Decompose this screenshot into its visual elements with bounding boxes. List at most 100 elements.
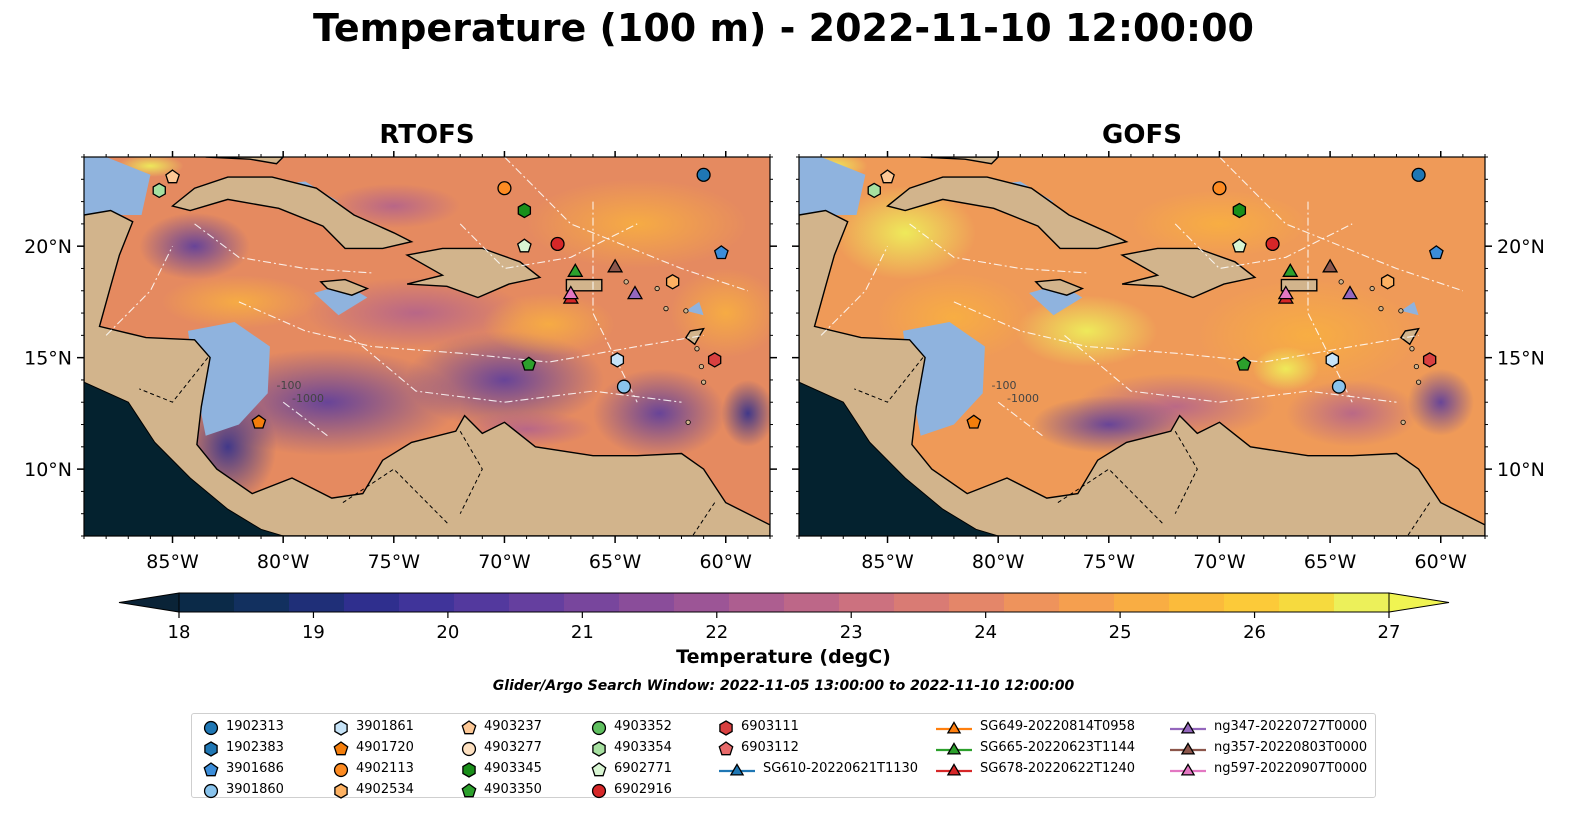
eez-boundary [1307, 201, 1353, 403]
legend-marker [946, 741, 962, 755]
legend-label: ng357-20220803T0000 [1214, 740, 1368, 755]
legend-label: 3901860 [226, 782, 284, 797]
colorbar-tick-label: 22 [705, 622, 728, 643]
colorbar-tick-label: 27 [1378, 622, 1401, 643]
legend-label: 4903352 [614, 719, 672, 734]
temperature-anomaly [1407, 368, 1474, 436]
legend-label: 4903345 [484, 761, 542, 776]
legend-column: 1902313 1902383 3901686 3901860 [202, 716, 284, 800]
colorbar-segment [839, 593, 895, 612]
legend-marker [729, 762, 745, 776]
legend-marker [1180, 741, 1196, 755]
eez-boundary [909, 223, 1087, 274]
country-border [139, 357, 209, 403]
legend-item: 3901861 [332, 716, 414, 737]
legend-marker [461, 741, 477, 756]
legend-marker [461, 782, 477, 797]
legend-marker [591, 783, 607, 798]
colorbar-label: Temperature (degC) [676, 646, 891, 668]
legend-item: 4902113 [332, 758, 414, 779]
legend-label: SG665-20220623T1144 [980, 740, 1136, 755]
lat-tick-label: 20°N [24, 236, 72, 258]
panel-title-gofs: GOFS [1102, 120, 1182, 150]
eez-boundary [349, 334, 682, 403]
obs-marker-4903354 [152, 182, 166, 199]
figure-title: Temperature (100 m) - 2022-11-10 12:00:0… [312, 6, 1254, 50]
contour-label-100: -100 [277, 379, 302, 392]
obs-marker-3901861 [1325, 352, 1340, 368]
legend-label: SG610-20220621T1130 [763, 761, 919, 776]
circle-marker-icon [203, 720, 219, 735]
legend-marker [1180, 762, 1196, 776]
pentagon-marker-icon [718, 740, 734, 755]
legend-marker [203, 761, 219, 776]
legend-item: 3901686 [202, 758, 284, 779]
legend-item: ng597-20220907T0000 [1168, 758, 1367, 779]
temperature-anomaly [139, 212, 250, 280]
obs-marker-4903237 [165, 169, 180, 184]
colorbar-segment [234, 593, 290, 612]
island [701, 379, 707, 385]
legend-item: 4902534 [332, 779, 414, 800]
obs-marker-4902113 [1212, 181, 1227, 196]
legend-item: ng347-20220727T0000 [1168, 716, 1367, 737]
obs-marker-6902771 [1231, 238, 1247, 253]
lon-tick-label: 80°W [972, 551, 1025, 573]
legend-marker [461, 719, 477, 734]
circle-marker-icon [591, 783, 607, 798]
legend-label: 4903354 [614, 740, 672, 755]
hexagon-marker-icon [204, 740, 218, 757]
colorbar-tick-label: 18 [168, 622, 191, 643]
legend-item: 6903111 [717, 716, 918, 737]
legend-label: 6902916 [614, 782, 672, 797]
legend-marker [1180, 720, 1196, 734]
obs-marker-SG665-20220623T1144 [567, 263, 584, 277]
obs-marker-3901861 [610, 352, 625, 368]
colorbar-segment [949, 593, 1005, 612]
search-window-text: Glider/Argo Search Window: 2022-11-05 13… [492, 678, 1075, 694]
legend-item: SG678-20220622T1240 [934, 758, 1135, 779]
obs-marker-6902916 [1265, 236, 1280, 252]
legend-label: 6902771 [614, 761, 672, 776]
obs-marker-6903111 [707, 352, 722, 368]
legend-item: 6902771 [590, 758, 672, 779]
triangle-marker-icon [1170, 741, 1206, 755]
lat-tick-label: 15°N [24, 348, 72, 370]
triangle-marker-icon [936, 720, 972, 734]
map-panel-gofs: -100-1000 [799, 157, 1485, 536]
obs-marker-3901860 [1331, 379, 1347, 394]
island [1338, 279, 1344, 285]
map-panel-rtofs: -100-1000 [84, 157, 770, 536]
land-florida [920, 157, 1000, 165]
legend-label: 4902113 [356, 761, 414, 776]
lat-tick-label: 20°N [1497, 236, 1545, 258]
colorbar-segment [289, 593, 345, 612]
circle-marker-icon [461, 741, 477, 756]
shelf-area [1400, 301, 1419, 316]
island [683, 308, 689, 314]
eez-boundary [1064, 334, 1397, 403]
legend-label: 6903111 [741, 719, 799, 734]
colorbar-segment [179, 593, 235, 612]
legend-item: 1902383 [202, 737, 284, 758]
obs-marker-4903237 [880, 169, 895, 184]
legend-item: 4903352 [590, 716, 672, 737]
triangle-marker-icon [1170, 762, 1206, 776]
colorbar-segment [894, 593, 950, 612]
triangle-marker-icon [936, 762, 972, 776]
island [694, 346, 700, 352]
colorbar-extend-low [118, 592, 180, 613]
obs-marker-4903345 [517, 202, 532, 219]
obs-marker-ng347-20220727T0000 [1341, 285, 1359, 300]
pacific-ocean [799, 381, 999, 536]
island [1398, 308, 1404, 314]
legend-item: 1902313 [202, 716, 284, 737]
legend-label: 1902313 [226, 719, 284, 734]
legend-item: 4903277 [460, 737, 542, 758]
legend-column: 4903237 4903277 4903345 4903350 [460, 716, 542, 800]
circle-marker-icon [203, 783, 219, 798]
legend-label: SG649-20220814T0958 [980, 719, 1136, 734]
legend-item: 3901860 [202, 779, 284, 800]
obs-marker-1902313 [696, 167, 711, 182]
eez-boundary [1174, 223, 1353, 270]
